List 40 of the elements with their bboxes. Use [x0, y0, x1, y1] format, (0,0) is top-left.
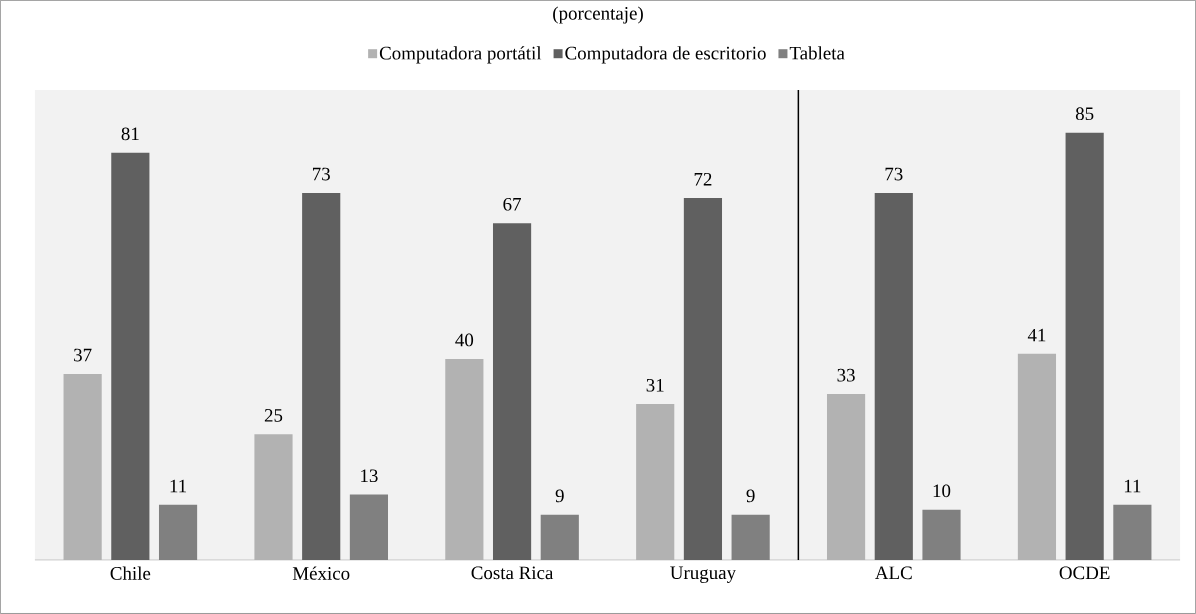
data-label: 67 — [503, 197, 521, 211]
data-label: 37 — [74, 348, 92, 362]
x-tick-label: OCDE — [1059, 566, 1110, 580]
x-tick-label: Costa Rica — [471, 566, 554, 580]
data-label: 85 — [1075, 107, 1094, 121]
data-label: 11 — [1124, 479, 1141, 493]
x-tick-label: Uruguay — [670, 566, 736, 584]
data-label: 9 — [555, 489, 564, 503]
bar — [636, 404, 675, 561]
bar — [254, 434, 293, 561]
bar — [874, 193, 913, 561]
bar — [683, 198, 723, 561]
bar — [445, 358, 484, 561]
chart-subtitle: (porcentaje) — [553, 6, 643, 24]
bar — [492, 223, 532, 561]
data-label: 73 — [885, 167, 903, 181]
bar — [63, 374, 102, 561]
data-label: 40 — [455, 333, 474, 347]
x-tick-label: ALC — [875, 566, 912, 580]
x-tick-label: México — [292, 566, 350, 580]
bar — [1065, 132, 1104, 561]
data-label: 81 — [121, 127, 139, 141]
data-label: 10 — [933, 484, 951, 498]
data-label: 13 — [361, 469, 378, 483]
data-label: 73 — [312, 167, 330, 181]
data-label: 31 — [646, 378, 664, 392]
data-label: 11 — [170, 479, 187, 493]
bar — [826, 394, 866, 561]
data-label: 72 — [694, 172, 712, 186]
legend-label: Computadora portátil — [379, 46, 542, 64]
bar — [1017, 353, 1057, 561]
x-tick-label: Chile — [110, 566, 151, 580]
data-label: 9 — [746, 489, 755, 503]
legend-label: Tableta — [789, 46, 845, 60]
bar — [111, 152, 150, 561]
data-label: 41 — [1027, 328, 1046, 342]
legend-label: Computadora de escritorio — [565, 46, 766, 64]
data-label: 25 — [264, 409, 283, 422]
bar — [302, 193, 341, 561]
data-label: 33 — [837, 368, 855, 382]
